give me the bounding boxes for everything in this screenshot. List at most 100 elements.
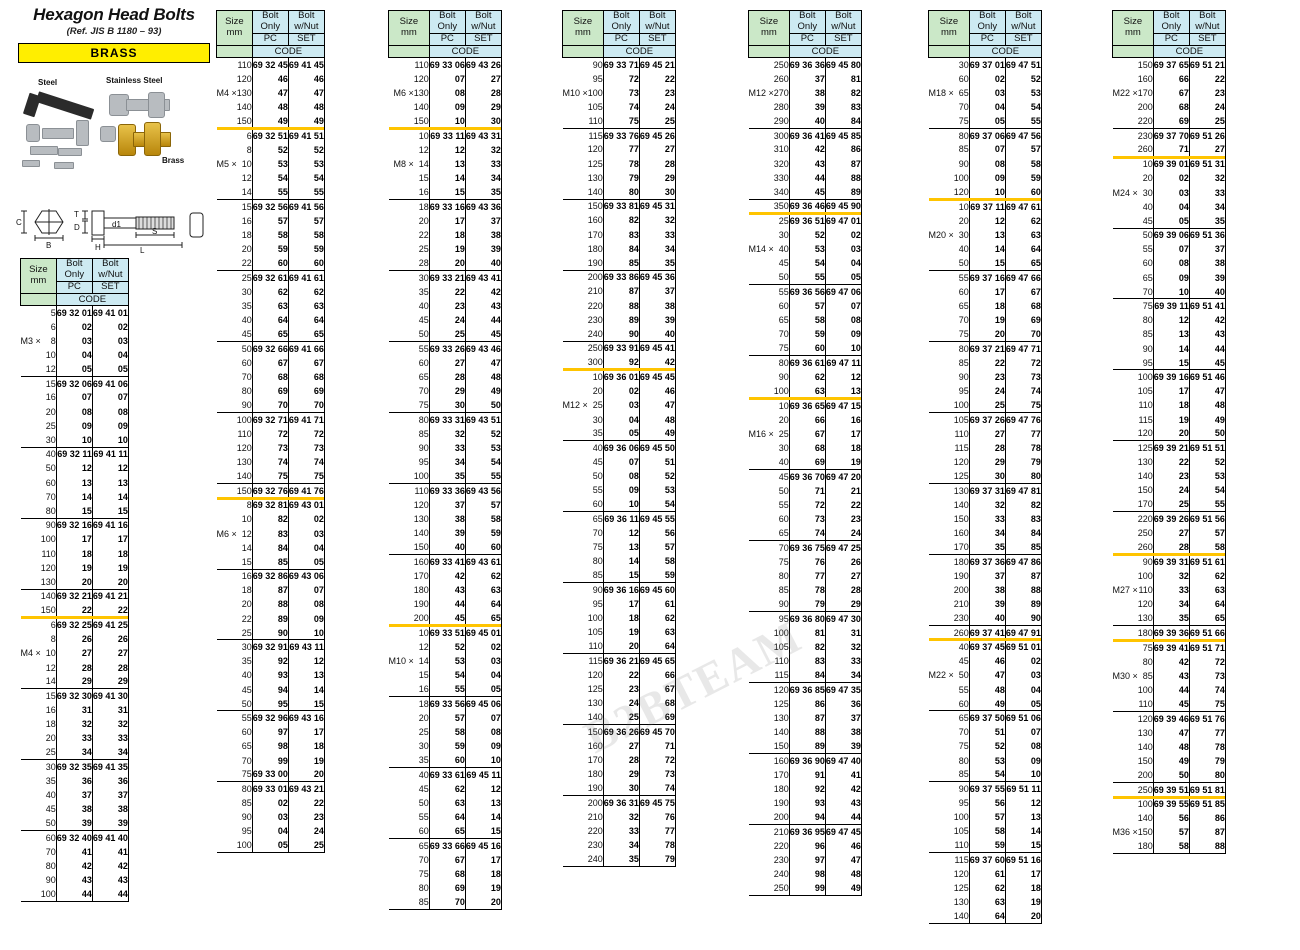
size-value: 75 [778, 343, 789, 354]
size-value: 110 [588, 641, 603, 652]
bolt-with-nut-code: 83 [824, 99, 862, 115]
size-value: 115 [587, 653, 604, 668]
size-value: 80 [418, 883, 429, 894]
bolt-only-code: 69 33 16 [428, 199, 466, 214]
size-value: 8 [50, 335, 56, 346]
table-row: 100 05 25 [216, 838, 325, 854]
bolt-with-nut-code: 69 47 35 [824, 682, 862, 697]
table-row: 150 69 36 26 69 45 70 [562, 724, 676, 739]
size-value: 80 [236, 781, 253, 797]
table-row: 200 45 65 [389, 611, 502, 626]
bolt-only-code: 69 36 16 [602, 582, 640, 597]
bolt-with-nut-code: 63 [287, 298, 325, 314]
size-value: 85 [1142, 670, 1153, 681]
size-prefix [749, 71, 774, 85]
table-row: 130 74 74 [217, 455, 325, 470]
bolt-with-nut-code: 69 [287, 384, 325, 399]
size-prefix [929, 313, 954, 327]
table-row: 350 69 36 46 69 45 90 [748, 198, 862, 214]
bolt-only-code: 83 [788, 654, 826, 669]
size-value: 16 [45, 705, 56, 716]
bolt-with-nut-code: 60 [1004, 184, 1042, 200]
bolt-only-code: 47 [968, 668, 1006, 683]
bolt-only-code: 48 [968, 682, 1006, 697]
size-prefix [929, 611, 954, 625]
bolt-with-nut-code: 69 47 15 [824, 398, 862, 413]
table-row: 40 69 36 06 69 45 50 [562, 440, 676, 456]
size-value: 200 [953, 584, 969, 595]
size-value: 140 [953, 909, 970, 925]
bolt-only-code: 03 [602, 398, 640, 413]
size-value: 90 [418, 442, 429, 453]
bolt-only-code: 38 [968, 582, 1006, 597]
bolt-with-nut-code: 69 41 56 [287, 199, 325, 214]
bolt-only-code: 20 [428, 256, 466, 271]
bolt-only-code: 97 [788, 852, 826, 867]
table-row: 65 69 33 66 69 45 16 [388, 838, 502, 853]
bolt-only-code: 69 39 46 [1152, 710, 1190, 726]
bolt-only-code: 98 [251, 739, 289, 754]
bolt-with-nut-code: 87 [824, 156, 862, 171]
diagram-label-t: T [74, 210, 79, 219]
size-value: 200 [773, 812, 789, 823]
table-row: 150 22 22 [21, 603, 129, 618]
bolt-only-code: 10 [428, 114, 466, 129]
bolt-with-nut-code: 82 [824, 85, 862, 100]
table-row: 70 51 07 [929, 725, 1042, 740]
size-value: 280 [773, 101, 789, 112]
table-row: 65 69 36 11 69 45 55 [562, 511, 676, 526]
bolt-only-code: 15 [1152, 355, 1190, 370]
size-prefix [388, 838, 414, 853]
table-row: M12 × 25 03 47 [562, 398, 676, 413]
bolt-with-nut-code: 48 [1188, 398, 1226, 413]
size-prefix [21, 873, 41, 887]
size-prefix [929, 427, 954, 441]
bolt-with-nut-code: 69 47 61 [1004, 199, 1042, 214]
bolt-only-code: 37 [788, 71, 826, 86]
bolt-only-code: 40 [968, 611, 1006, 626]
bolt-with-nut-code: 33 [91, 731, 129, 746]
size-value: 40 [778, 244, 789, 255]
bolt-with-nut-code: 58 [464, 511, 502, 526]
size-prefix [21, 817, 41, 831]
size-value: 16 [45, 392, 56, 403]
size-value: 130 [953, 897, 969, 908]
size-prefix [749, 157, 774, 171]
bolt-only-code: 69 33 26 [428, 341, 466, 356]
bolt-code-table: Size mm Bolt Only Bolt w/Nut PC SET CODE 150 69 37… [1112, 10, 1226, 855]
bolt-with-nut-code: 04 [1004, 682, 1042, 697]
size-value: 200 [413, 613, 429, 624]
bolt-with-nut-code: 08 [287, 597, 325, 612]
size-prefix [929, 71, 954, 85]
bolt-with-nut-code: 75 [1188, 697, 1226, 712]
table-row: 200 69 33 86 69 45 36 [562, 269, 676, 285]
table-row: 120 10 60 [929, 184, 1042, 200]
size-value: 20 [418, 712, 429, 723]
size-prefix [928, 199, 954, 214]
table-row: 50 08 52 [563, 469, 676, 484]
size-value: 220 [587, 825, 603, 836]
size-prefix [749, 711, 774, 725]
size-prefix [749, 526, 774, 540]
size-prefix [563, 767, 588, 781]
table-row: 45 54 04 [749, 256, 862, 271]
header-pc: PC [968, 32, 1006, 46]
table-row: 110 18 48 [1113, 398, 1226, 413]
size-value: 150 [413, 541, 429, 552]
table-row: 45 46 02 [929, 654, 1042, 669]
size-prefix [563, 327, 588, 341]
size-prefix [21, 504, 41, 518]
bolt-with-nut-code: 61 [638, 596, 676, 612]
table-body: 110 69 32 45 69 41 45 120 46 46 M4 × 130 47 47 140… [216, 56, 325, 854]
bolt-with-nut-code: 69 51 76 [1188, 710, 1226, 726]
bolt-only-code: 78 [788, 583, 826, 598]
size-prefix [563, 611, 588, 625]
bolt-only-code: 28 [968, 440, 1006, 456]
bolt-with-nut-code: 69 41 16 [91, 517, 129, 533]
size-value: 80 [413, 411, 430, 427]
size-prefix: M12 × [562, 400, 588, 411]
size-prefix [563, 526, 588, 540]
table-row: 50 69 39 06 69 51 36 [1112, 227, 1226, 243]
size-prefix [749, 569, 774, 583]
header-size: Size mm [748, 10, 790, 46]
